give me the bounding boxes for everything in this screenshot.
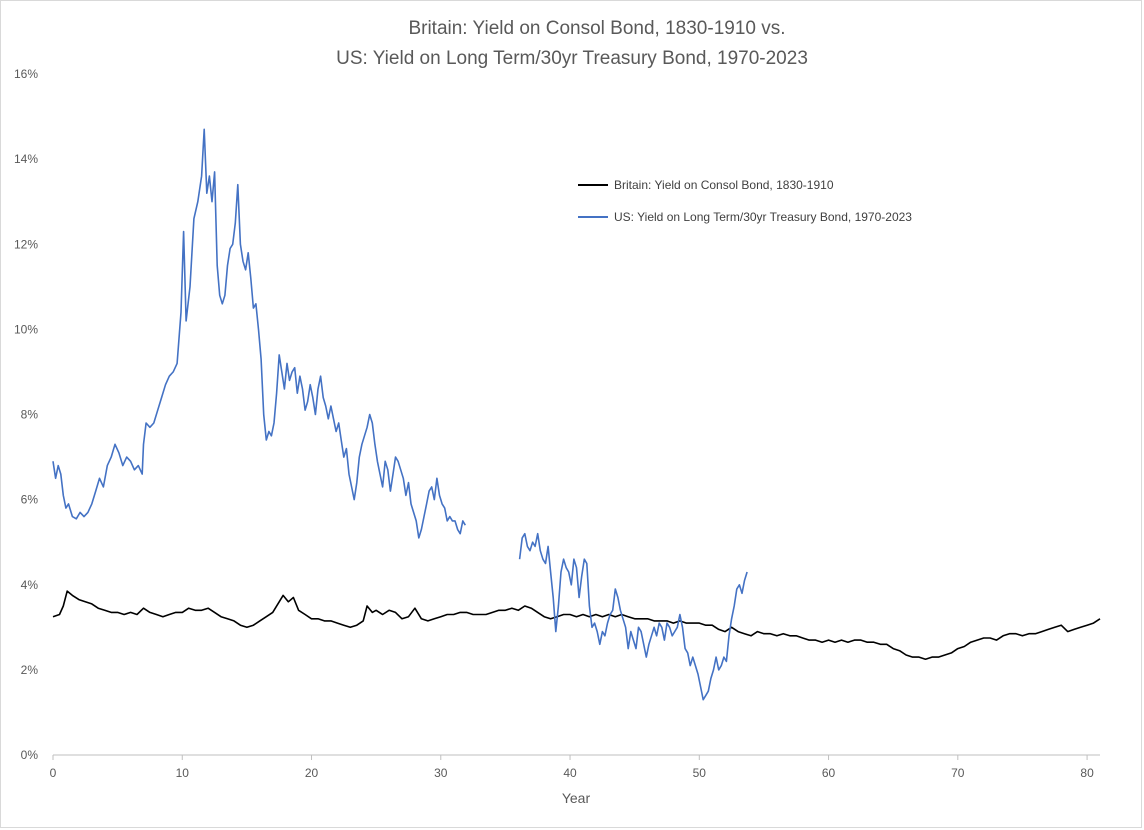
y-tick-label: 12%: [14, 237, 38, 251]
series-layer: [52, 128, 1101, 701]
x-tick-label: 70: [951, 766, 965, 780]
y-axis-ticks: 0% 2% 4% 6% 8% 10% 12% 14% 16%: [14, 67, 38, 762]
y-tick-label: 4%: [21, 578, 39, 592]
x-tick-label: 30: [434, 766, 448, 780]
x-tick-label: 60: [822, 766, 836, 780]
y-tick-label: 14%: [14, 152, 38, 166]
legend: Britain: Yield on Consol Bond, 1830-1910…: [578, 178, 912, 224]
x-tick-label: 50: [693, 766, 707, 780]
series-us-treasury-line-segment-1: [52, 128, 466, 539]
y-tick-label: 0%: [21, 748, 39, 762]
x-tick-label: 40: [563, 766, 577, 780]
chart-title-line-2: US: Yield on Long Term/30yr Treasury Bon…: [336, 48, 808, 69]
x-tick-label: 10: [176, 766, 190, 780]
y-tick-label: 8%: [21, 408, 39, 422]
legend-label-us: US: Yield on Long Term/30yr Treasury Bon…: [614, 210, 912, 224]
y-tick-label: 16%: [14, 67, 38, 81]
y-tick-label: 2%: [21, 663, 39, 677]
y-tick-label: 6%: [21, 493, 39, 507]
chart-title-line-1: Britain: Yield on Consol Bond, 1830-1910…: [408, 18, 785, 39]
x-axis-ticks: 0 10 20 30 40 50 60 70 80: [50, 755, 1094, 780]
series-us-treasury-line-segment-2: [518, 532, 748, 701]
series-britain-consol-line: [52, 590, 1101, 660]
x-tick-label: 80: [1080, 766, 1094, 780]
x-tick-label: 0: [50, 766, 57, 780]
legend-label-britain: Britain: Yield on Consol Bond, 1830-1910: [614, 178, 834, 192]
x-tick-label: 20: [305, 766, 319, 780]
y-tick-label: 10%: [14, 322, 38, 336]
x-axis-title: Year: [562, 790, 591, 806]
